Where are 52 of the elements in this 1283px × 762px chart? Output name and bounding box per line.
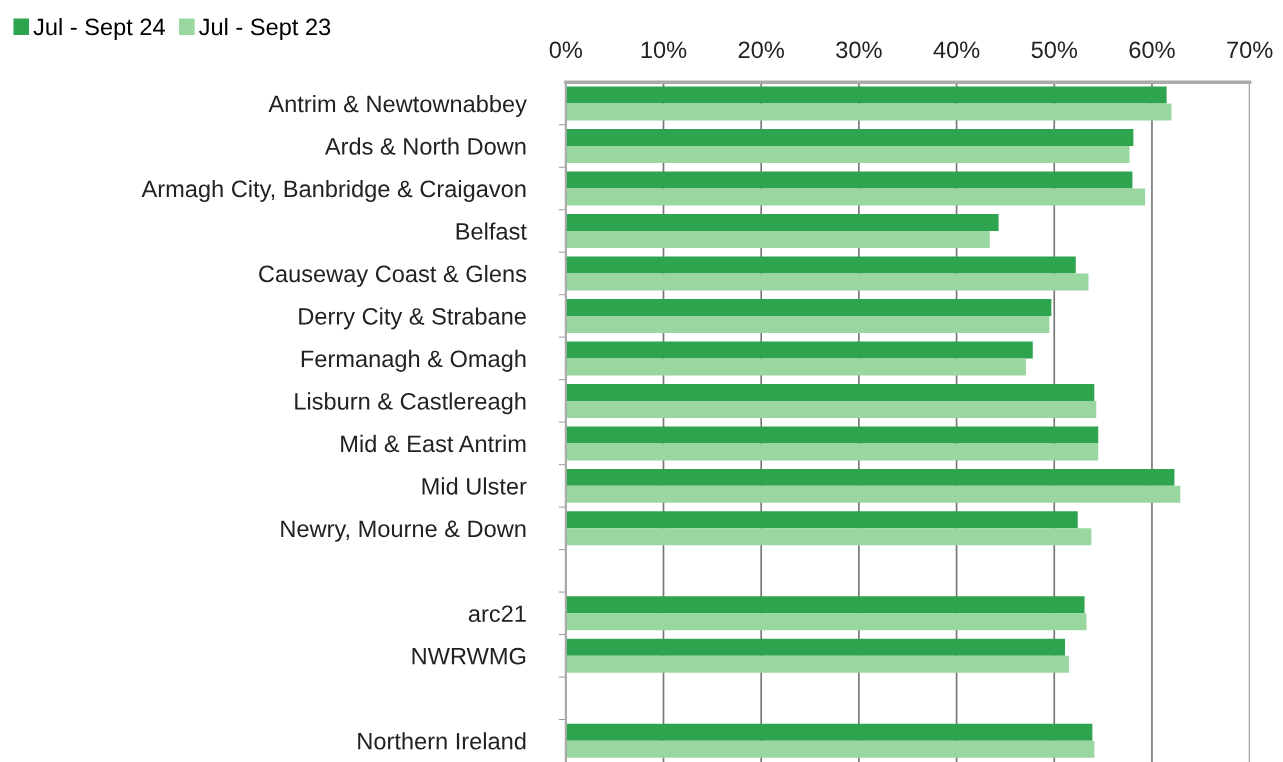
bar <box>565 129 1134 147</box>
y-tick-label: Lisburn & Castlereagh <box>295 392 526 415</box>
bar <box>565 213 999 231</box>
bar <box>565 188 1146 206</box>
bar <box>565 740 1095 758</box>
bar <box>565 400 1097 418</box>
bar <box>565 468 1175 486</box>
bar <box>565 613 1087 631</box>
y-tick-label: Ards & North Down <box>324 137 526 155</box>
bar <box>565 358 1026 376</box>
bar <box>565 103 1172 121</box>
y-tick-label: Mid & East Antrim <box>341 434 526 453</box>
y-tick-label: Newry, Mourne & Down <box>281 520 526 542</box>
legend-label: Jul - Sept 23 <box>199 17 331 40</box>
legend-label: Jul - Sept 24 <box>33 17 165 40</box>
y-tick-label: Mid Ulster <box>422 477 527 495</box>
bar <box>565 256 1076 274</box>
y-tick-label: Belfast <box>456 222 527 240</box>
bar <box>565 315 1050 333</box>
y-tick-label: Antrim & Newtownabbey <box>268 94 527 117</box>
y-tick-label: NWRWMG <box>412 647 526 665</box>
bar <box>565 171 1133 189</box>
bar <box>565 146 1130 164</box>
x-tick-label: 40% <box>933 41 980 59</box>
x-tick-label: 30% <box>836 41 882 59</box>
bar <box>565 273 1089 291</box>
x-tick-label: 70% <box>1227 41 1273 59</box>
y-tick-label: Northern Ireland <box>358 732 526 750</box>
bar <box>565 596 1085 614</box>
x-tick-label: 0% <box>549 41 583 59</box>
bar <box>565 298 1052 316</box>
y-tick-label: Fermanagh & Omagh <box>301 349 526 372</box>
bar <box>565 426 1099 444</box>
y-tick-label: Armagh City, Banbridge & Craigavon <box>141 179 526 202</box>
bar <box>565 485 1181 503</box>
bar <box>565 655 1069 673</box>
bar <box>565 341 1033 359</box>
y-tick-label: Derry City & Strabane <box>299 307 526 330</box>
bar <box>565 511 1078 529</box>
bar <box>565 528 1092 546</box>
y-tick-label: Causeway Coast & Glens <box>259 264 527 287</box>
bar <box>565 383 1095 401</box>
x-tick-label: 10% <box>641 41 687 59</box>
bar <box>565 230 990 248</box>
bar <box>565 723 1093 741</box>
y-tick-label: arc21 <box>468 605 526 623</box>
x-tick-label: 50% <box>1031 41 1078 59</box>
x-tick-label: 60% <box>1129 41 1175 59</box>
x-tick-label: 20% <box>738 41 784 59</box>
bar <box>565 86 1167 104</box>
bar <box>565 443 1099 461</box>
bar <box>565 638 1066 656</box>
